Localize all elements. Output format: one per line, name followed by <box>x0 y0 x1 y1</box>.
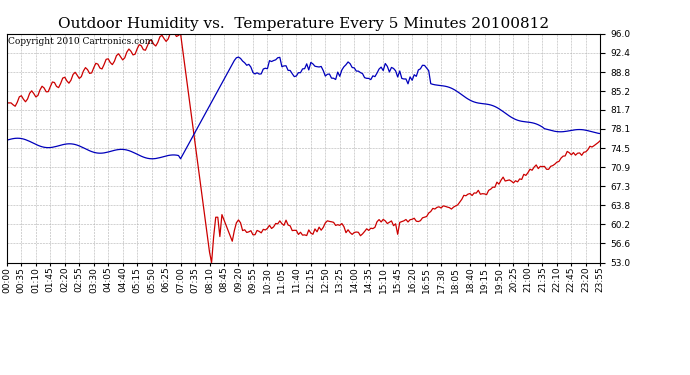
Text: Copyright 2010 Cartronics.com: Copyright 2010 Cartronics.com <box>8 37 153 46</box>
Title: Outdoor Humidity vs.  Temperature Every 5 Minutes 20100812: Outdoor Humidity vs. Temperature Every 5… <box>58 17 549 31</box>
